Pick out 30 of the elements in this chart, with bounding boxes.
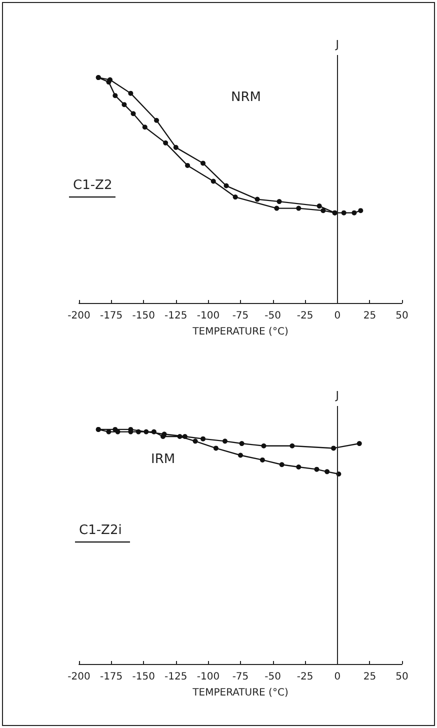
x-tick-label: -75 bbox=[232, 310, 249, 322]
x-tick-label: -200 bbox=[68, 310, 90, 322]
x-tick-label: -100 bbox=[196, 672, 220, 682]
x-tick-label: 25 bbox=[363, 310, 376, 322]
x-tick-label: -100 bbox=[196, 310, 220, 322]
x-tick-label: -50 bbox=[264, 672, 281, 682]
annotation: C1-Z2i bbox=[79, 523, 122, 538]
x-tick-label: -125 bbox=[164, 310, 188, 322]
x-tick-label: 50 bbox=[396, 672, 408, 682]
x-tick-label: -175 bbox=[100, 310, 123, 322]
x-tick-label: 0 bbox=[334, 672, 341, 682]
annotation: C1-Z2 bbox=[73, 178, 112, 193]
x-axis-title: TEMPERATURE (°C) bbox=[192, 688, 288, 698]
x-tick-label: -75 bbox=[232, 672, 249, 682]
x-tick-label: 50 bbox=[396, 310, 408, 322]
x-tick-label: -125 bbox=[164, 672, 188, 682]
x-tick-label: -150 bbox=[132, 310, 155, 322]
x-tick-label: -150 bbox=[132, 672, 155, 682]
x-tick-label: -175 bbox=[100, 672, 123, 682]
x-tick-label: 0 bbox=[334, 310, 341, 322]
x-tick-label: -50 bbox=[264, 310, 281, 322]
x-tick-label: 25 bbox=[363, 672, 376, 682]
x-tick-label: -200 bbox=[68, 672, 90, 682]
ref-line-label: J bbox=[334, 38, 340, 51]
ref-line-label: J bbox=[334, 389, 340, 402]
annotation: IRM bbox=[151, 452, 176, 467]
x-axis-title: TEMPERATURE (°C) bbox=[192, 326, 288, 338]
annotation: NRM bbox=[231, 90, 261, 105]
x-tick-label: -25 bbox=[296, 310, 314, 322]
x-tick-label: -25 bbox=[296, 672, 314, 682]
